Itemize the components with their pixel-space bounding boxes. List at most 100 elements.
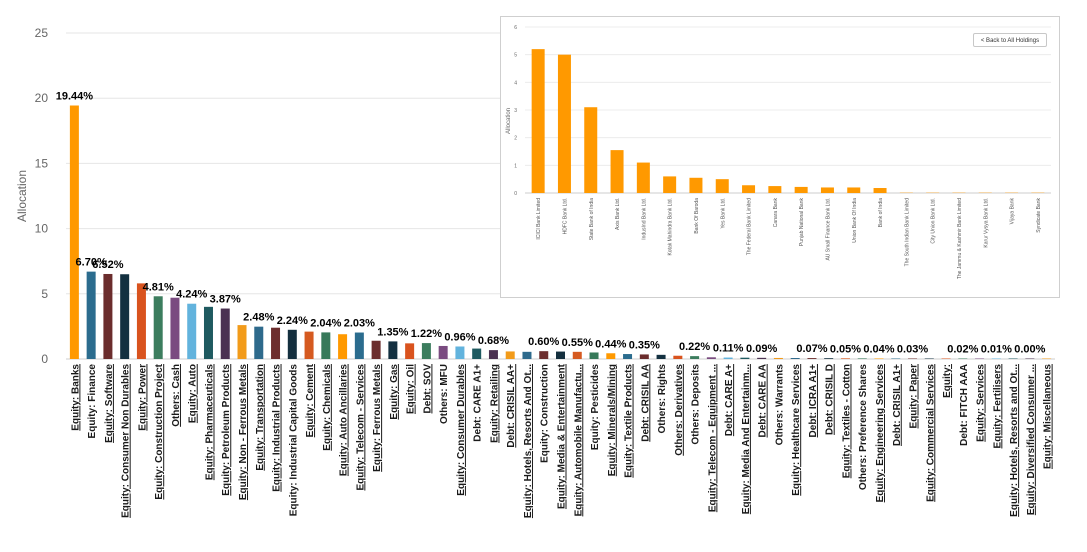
main-bar[interactable] xyxy=(840,358,850,359)
main-bar[interactable] xyxy=(220,308,230,359)
main-bar[interactable] xyxy=(908,358,918,360)
main-bar[interactable] xyxy=(254,326,264,359)
main-x-tick-label[interactable]: Equity: Auto Ancillaries xyxy=(339,364,350,476)
main-bar[interactable] xyxy=(673,355,683,359)
main-bar[interactable] xyxy=(874,358,884,359)
main-bar[interactable] xyxy=(187,303,197,359)
main-bar[interactable] xyxy=(371,340,381,359)
main-x-tick-label[interactable]: Others: Preference Shares xyxy=(858,364,869,491)
main-bar[interactable] xyxy=(740,357,750,359)
main-x-tick-label[interactable]: Equity: Diversified Consumer ... xyxy=(1026,364,1037,515)
inset-bar[interactable] xyxy=(847,187,861,193)
main-x-tick-label[interactable]: Equity: Retailing xyxy=(489,364,500,443)
main-bar[interactable] xyxy=(438,345,448,359)
main-x-tick-label[interactable]: Equity: Non - Ferrous Metals xyxy=(238,364,249,501)
main-x-tick-label[interactable]: Others: Rights xyxy=(657,364,668,434)
main-bar[interactable] xyxy=(790,358,800,359)
main-x-tick-label[interactable]: Equity: Minerals/Mining xyxy=(607,364,618,476)
inset-bar[interactable] xyxy=(689,177,703,193)
main-bar[interactable] xyxy=(338,334,348,359)
main-bar[interactable] xyxy=(539,351,549,359)
main-bar[interactable] xyxy=(623,354,633,359)
main-bar[interactable] xyxy=(455,346,465,359)
main-x-tick-label[interactable]: Equity: Miscellaneous xyxy=(1043,364,1054,469)
main-x-tick-label[interactable]: Equity: xyxy=(942,364,953,398)
back-to-all-holdings-button[interactable]: < Back to All Holdings xyxy=(973,33,1047,47)
main-x-tick-label[interactable]: Equity: Construction xyxy=(540,364,551,463)
main-bar[interactable] xyxy=(287,329,297,359)
main-bar[interactable] xyxy=(421,343,431,359)
main-x-tick-label[interactable]: Others: Deposits xyxy=(691,364,702,445)
main-x-tick-label[interactable]: Others: Cash xyxy=(171,364,182,427)
main-x-tick-label[interactable]: Equity: Textiles - Cotton xyxy=(841,364,852,478)
main-x-tick-label[interactable]: Equity: Power xyxy=(137,364,148,431)
main-bar[interactable] xyxy=(321,332,331,359)
main-bar[interactable] xyxy=(153,296,163,359)
main-x-tick-label[interactable]: Debt: CRISIL D xyxy=(825,364,836,435)
inset-bar[interactable] xyxy=(663,176,677,193)
main-bar[interactable] xyxy=(639,354,649,359)
main-x-tick-label[interactable]: Equity: Auto xyxy=(188,364,199,423)
main-x-tick-label[interactable]: Debt: CRISIL AA xyxy=(640,364,651,442)
main-x-tick-label[interactable]: Equity: Ferrous Metals xyxy=(372,364,383,472)
main-x-tick-label[interactable]: Equity: Paper xyxy=(909,364,920,429)
main-bar[interactable] xyxy=(271,327,281,359)
main-bar[interactable] xyxy=(991,358,1001,360)
main-bar[interactable] xyxy=(656,354,666,359)
main-bar[interactable] xyxy=(69,105,79,359)
main-bar[interactable] xyxy=(556,351,565,359)
inset-bar[interactable] xyxy=(820,187,834,193)
main-x-tick-label[interactable]: Equity: Software xyxy=(104,364,115,443)
main-x-tick-label[interactable]: Equity: Hotels, Resorts And Ot... xyxy=(523,364,534,518)
main-x-tick-label[interactable]: Equity: Telecom - Services xyxy=(355,364,366,491)
main-bar[interactable] xyxy=(505,351,515,359)
main-bar[interactable] xyxy=(472,348,482,359)
main-bar[interactable] xyxy=(941,358,951,360)
main-bar[interactable] xyxy=(572,351,582,359)
main-x-tick-label[interactable]: Debt: SOV xyxy=(422,364,433,414)
main-bar[interactable] xyxy=(857,358,867,359)
inset-bar[interactable] xyxy=(531,49,545,194)
main-x-tick-label[interactable]: Equity: Pesticides xyxy=(590,364,601,451)
main-x-tick-label[interactable]: Equity: Textile Products xyxy=(624,364,635,478)
main-bar[interactable] xyxy=(824,358,834,359)
main-x-tick-label[interactable]: Equity: Pharmaceuticals xyxy=(204,364,215,481)
inset-bar[interactable] xyxy=(873,188,887,193)
inset-bar[interactable] xyxy=(636,162,650,193)
main-x-tick-label[interactable]: Equity: Telecom - Equipment ... xyxy=(707,364,718,512)
main-bar[interactable] xyxy=(723,357,733,359)
inset-bar[interactable] xyxy=(715,179,729,193)
main-x-tick-label[interactable]: Debt: ICRA A1+ xyxy=(808,364,819,438)
inset-bar[interactable] xyxy=(742,185,756,193)
main-bar[interactable] xyxy=(975,358,985,360)
inset-bar[interactable] xyxy=(584,107,598,193)
main-x-tick-label[interactable]: Debt: CRISIL A1+ xyxy=(892,364,903,446)
main-bar[interactable] xyxy=(773,357,783,359)
main-bar[interactable] xyxy=(522,351,532,359)
main-bar[interactable] xyxy=(807,358,817,359)
main-bar[interactable] xyxy=(1042,358,1052,360)
main-bar[interactable] xyxy=(1025,358,1035,360)
inset-bar[interactable] xyxy=(794,186,808,193)
main-x-tick-label[interactable]: Equity: Transportation xyxy=(255,364,266,471)
main-x-tick-label[interactable]: Equity: Chemicals xyxy=(322,364,333,451)
main-x-tick-label[interactable]: Equity: Cement xyxy=(305,363,316,437)
main-x-tick-label[interactable]: Equity: Industrial Products xyxy=(272,364,283,492)
main-x-tick-label[interactable]: Debt: CARE A+ xyxy=(724,364,735,436)
main-x-tick-label[interactable]: Debt: FITCH AAA xyxy=(959,364,970,446)
main-x-tick-label[interactable]: Equity: Oil xyxy=(406,364,417,414)
main-bar[interactable] xyxy=(388,341,398,359)
main-x-tick-label[interactable]: Equity: Banks xyxy=(70,364,81,431)
main-bar[interactable] xyxy=(589,352,599,359)
inset-bar[interactable] xyxy=(610,150,624,193)
main-x-tick-label[interactable]: Equity: Media & Entertainment xyxy=(557,363,568,509)
main-bar[interactable] xyxy=(405,343,415,359)
main-x-tick-label[interactable]: Equity: Engineering Services xyxy=(875,364,886,503)
main-x-tick-label[interactable]: Equity: Gas xyxy=(389,364,400,420)
main-bar[interactable] xyxy=(924,358,934,360)
main-bar[interactable] xyxy=(958,358,968,360)
main-bar[interactable] xyxy=(136,283,146,359)
main-x-tick-label[interactable]: Equity: Services xyxy=(976,364,987,442)
main-x-tick-label[interactable]: Equity: Construction Project xyxy=(154,363,165,499)
main-bar[interactable] xyxy=(170,297,180,359)
